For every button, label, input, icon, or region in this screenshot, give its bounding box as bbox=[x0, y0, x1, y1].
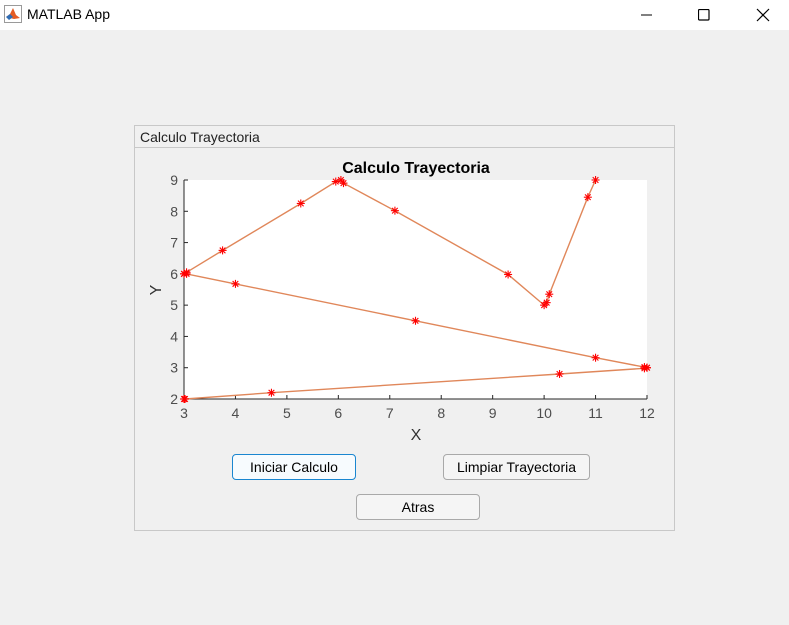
maximize-button[interactable] bbox=[681, 0, 727, 30]
matlab-icon bbox=[4, 5, 22, 23]
trajectory-point bbox=[583, 193, 592, 202]
series-layer bbox=[180, 176, 651, 403]
trajectory-point bbox=[591, 176, 600, 184]
x-tick-label: 4 bbox=[232, 405, 240, 421]
x-tick-label: 10 bbox=[536, 405, 552, 421]
maximize-icon bbox=[698, 9, 710, 21]
minimize-icon bbox=[641, 14, 652, 16]
panel-title: Calculo Trayectoria bbox=[140, 129, 260, 145]
close-button[interactable] bbox=[740, 0, 786, 30]
y-tick-label: 2 bbox=[170, 391, 178, 407]
trajectory-point bbox=[181, 395, 190, 403]
y-tick-label: 7 bbox=[170, 235, 178, 251]
x-tick-label: 11 bbox=[588, 405, 603, 421]
y-tick-label: 5 bbox=[170, 297, 178, 313]
x-tick-label: 7 bbox=[386, 405, 394, 421]
y-tick-label: 3 bbox=[170, 360, 178, 376]
trajectory-point bbox=[231, 279, 240, 288]
trajectory-point bbox=[339, 179, 348, 188]
x-tick-label: 5 bbox=[283, 405, 291, 421]
trajectory-point bbox=[643, 363, 651, 372]
trajectory-point bbox=[390, 206, 399, 215]
x-tick-label: 9 bbox=[489, 405, 497, 421]
panel-header: Calculo Trayectoria bbox=[135, 126, 674, 148]
x-tick-label: 3 bbox=[180, 405, 188, 421]
clear-trajectory-button[interactable]: Limpiar Trayectoria bbox=[443, 454, 590, 480]
x-tick-label: 8 bbox=[437, 405, 445, 421]
trajectory-point bbox=[545, 290, 554, 299]
trajectory-point bbox=[296, 199, 305, 208]
trajectory-point bbox=[267, 388, 276, 397]
x-tick-label: 12 bbox=[639, 405, 655, 421]
y-tick-label: 8 bbox=[170, 203, 178, 219]
y-tick-label: 6 bbox=[170, 266, 178, 282]
y-axis-label: Y bbox=[148, 284, 165, 295]
trajectory-point bbox=[218, 246, 227, 255]
trajectory-point bbox=[591, 353, 600, 362]
trajectory-point bbox=[331, 177, 340, 186]
minimize-button[interactable] bbox=[624, 0, 670, 30]
trajectory-point bbox=[555, 369, 564, 378]
chart-title: Calculo Trayectoria bbox=[342, 160, 490, 177]
x-axis-label: X bbox=[411, 427, 422, 444]
trajectory-point bbox=[504, 270, 513, 279]
plot-area bbox=[184, 180, 647, 399]
trajectory-point bbox=[182, 269, 191, 278]
y-tick-label: 9 bbox=[170, 172, 178, 188]
back-button[interactable]: Atras bbox=[356, 494, 480, 520]
trajectory-point bbox=[411, 316, 420, 325]
y-tick-label: 4 bbox=[170, 328, 178, 344]
x-tick-label: 6 bbox=[334, 405, 342, 421]
window-title: MATLAB App bbox=[27, 6, 111, 22]
trajectory-panel: Calculo Trayectoria bbox=[134, 125, 675, 531]
title-bar: MATLAB App bbox=[0, 0, 789, 30]
trajectory-point bbox=[542, 298, 551, 307]
close-icon bbox=[756, 8, 770, 22]
axis-lines bbox=[183, 180, 647, 400]
start-calculation-button[interactable]: Iniciar Calculo bbox=[232, 454, 356, 480]
